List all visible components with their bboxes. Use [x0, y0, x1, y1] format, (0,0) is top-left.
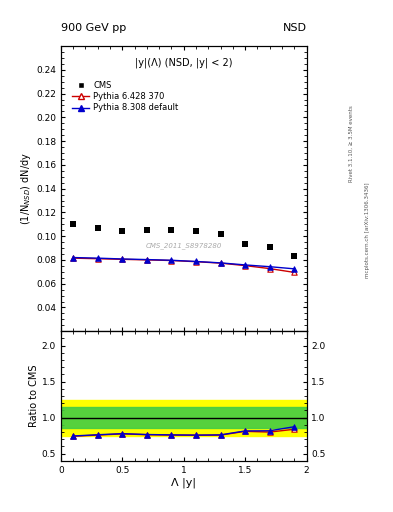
Point: [95, 431, 101, 439]
Point: [217, 259, 224, 267]
Text: CMS_2011_S8978280: CMS_2011_S8978280: [145, 242, 222, 249]
Point: [119, 255, 125, 263]
Text: Rivet 3.1.10, ≥ 3.5M events: Rivet 3.1.10, ≥ 3.5M events: [349, 105, 354, 182]
Y-axis label: Ratio to CMS: Ratio to CMS: [29, 365, 39, 427]
Point: [144, 255, 150, 264]
Point: [291, 265, 298, 273]
Point: [217, 431, 224, 439]
Bar: [61, 407, 307, 429]
X-axis label: Λ |y|: Λ |y|: [171, 477, 196, 488]
Point: [95, 431, 101, 439]
Y-axis label: (1/N$_{NSD}$) dN/dy: (1/N$_{NSD}$) dN/dy: [19, 152, 33, 225]
Point: [266, 426, 273, 435]
Point: [95, 254, 101, 263]
Point: [291, 252, 298, 261]
Point: [193, 227, 199, 236]
Point: [168, 431, 174, 439]
Point: [193, 258, 199, 266]
Point: [266, 263, 273, 271]
Point: [168, 226, 174, 234]
Point: [70, 432, 76, 440]
Point: [70, 220, 76, 228]
Text: |y|(Λ) (NSD, |y| < 2): |y|(Λ) (NSD, |y| < 2): [135, 57, 233, 68]
Point: [291, 425, 298, 433]
Point: [119, 255, 125, 263]
Point: [168, 431, 174, 439]
Point: [144, 256, 150, 264]
Point: [193, 258, 199, 266]
Text: 900 GeV pp: 900 GeV pp: [61, 23, 126, 33]
Text: mcplots.cern.ch [arXiv:1306.3436]: mcplots.cern.ch [arXiv:1306.3436]: [365, 183, 370, 278]
Point: [217, 431, 224, 439]
Point: [70, 253, 76, 262]
Point: [193, 431, 199, 439]
Point: [217, 259, 224, 267]
Point: [266, 428, 273, 436]
Point: [70, 432, 76, 440]
Point: [242, 427, 248, 435]
Text: NSD: NSD: [283, 23, 307, 33]
Point: [242, 427, 248, 435]
Point: [70, 254, 76, 262]
Point: [266, 243, 273, 251]
Point: [217, 230, 224, 238]
Point: [242, 240, 248, 248]
Point: [144, 431, 150, 439]
Point: [193, 431, 199, 439]
Point: [242, 261, 248, 269]
Point: [168, 257, 174, 265]
Point: [242, 262, 248, 270]
Point: [119, 227, 125, 236]
Point: [144, 431, 150, 439]
Point: [95, 254, 101, 262]
Point: [95, 224, 101, 232]
Point: [291, 422, 298, 431]
Point: [119, 430, 125, 438]
Point: [119, 430, 125, 438]
Bar: [61, 399, 307, 436]
Point: [168, 256, 174, 264]
Point: [144, 226, 150, 234]
Legend: CMS, Pythia 6.428 370, Pythia 8.308 default: CMS, Pythia 6.428 370, Pythia 8.308 defa…: [70, 79, 181, 115]
Point: [291, 268, 298, 276]
Point: [266, 265, 273, 273]
